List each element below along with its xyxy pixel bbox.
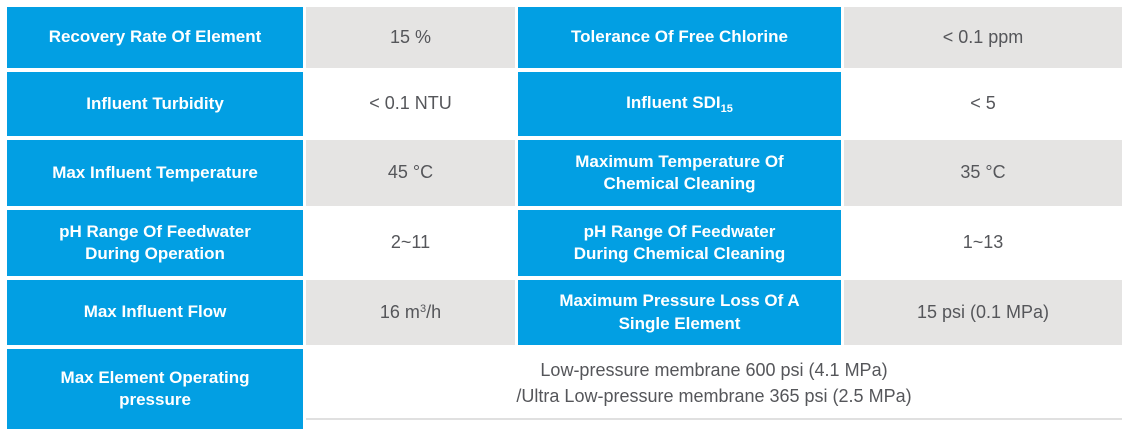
spec-value-max-chemical-cleaning-temperature: 35 °C: [844, 140, 1122, 206]
spec-label-text: Max Element Operating pressure: [60, 367, 250, 409]
spec-label-text: Recovery Rate Of Element: [48, 27, 262, 47]
spec-value-max-operating-pressure: Low-pressure membrane 600 psi (4.1 MPa) …: [306, 349, 1122, 420]
spec-value-text: < 5: [970, 93, 996, 114]
spec-value-recovery-rate: 15 %: [306, 7, 515, 68]
spec-table: Recovery Rate Of Element 15 % Tolerance …: [7, 7, 1122, 429]
spec-value-max-influent-flow: 16 m3/h: [306, 280, 515, 345]
spec-label-text: pH Range Of Feedwater During Operation: [59, 221, 251, 263]
spec-value-max-pressure-loss: 15 psi (0.1 MPa): [844, 280, 1122, 345]
spec-label-influent-sdi15: Influent SDI15: [518, 72, 841, 136]
spec-value-text: 15 psi (0.1 MPa): [916, 301, 1050, 322]
spec-label-text: Influent Turbidity: [86, 93, 224, 113]
spec-label-max-pressure-loss: Maximum Pressure Loss Of A Single Elemen…: [518, 280, 841, 345]
spec-label-max-influent-temperature: Max Influent Temperature: [7, 140, 303, 206]
spec-value-text: < 0.1 NTU: [369, 93, 452, 114]
spec-value-line1: Low-pressure membrane 600 psi (4.1 MPa): [540, 360, 888, 381]
spec-value-text: < 0.1 ppm: [942, 26, 1024, 47]
spec-label-text: Max Influent Flow: [83, 302, 227, 322]
spec-value-line2: /Ultra Low-pressure membrane 365 psi (2.…: [516, 385, 912, 406]
spec-label-max-operating-pressure: Max Element Operating pressure: [7, 349, 303, 429]
spec-value-text: 15 %: [389, 26, 432, 47]
spec-value-free-chlorine-tolerance: < 0.1 ppm: [844, 7, 1122, 68]
spec-label-text: Tolerance Of Free Chlorine: [571, 27, 788, 47]
spec-label-max-influent-flow: Max Influent Flow: [7, 280, 303, 345]
spec-label-text: Influent SDI15: [626, 92, 733, 115]
spec-label-text: pH Range Of Feedwater During Chemical Cl…: [573, 221, 786, 263]
spec-label-ph-range-chemical-cleaning: pH Range Of Feedwater During Chemical Cl…: [518, 210, 841, 276]
spec-label-text: Maximum Temperature Of Chemical Cleaning: [575, 151, 784, 193]
spec-label-influent-turbidity: Influent Turbidity: [7, 72, 303, 136]
spec-label-text: Max Influent Temperature: [52, 162, 258, 182]
spec-value-text: 45 °C: [387, 162, 434, 183]
spec-value-influent-turbidity: < 0.1 NTU: [306, 72, 515, 136]
spec-label-free-chlorine-tolerance: Tolerance Of Free Chlorine: [518, 7, 841, 68]
spec-value-max-influent-temperature: 45 °C: [306, 140, 515, 206]
spec-value-influent-sdi15: < 5: [844, 72, 1122, 136]
sdi-subscript: 15: [720, 102, 733, 115]
spec-label-ph-range-operation: pH Range Of Feedwater During Operation: [7, 210, 303, 276]
spec-value-ph-range-operation: 2~11: [306, 210, 515, 276]
spec-value-text: 35 °C: [960, 162, 1006, 183]
spec-label-recovery-rate: Recovery Rate Of Element: [7, 7, 303, 68]
spec-value-ph-range-chemical-cleaning: 1~13: [844, 210, 1122, 276]
spec-value-text: 1~13: [962, 232, 1004, 253]
cubed-superscript: 3: [419, 302, 427, 315]
spec-value-text: 2~11: [390, 232, 431, 253]
spec-label-max-chemical-cleaning-temperature: Maximum Temperature Of Chemical Cleaning: [518, 140, 841, 206]
spec-label-text: Maximum Pressure Loss Of A Single Elemen…: [559, 291, 800, 333]
spec-value-text: 16 m3/h: [379, 301, 442, 322]
